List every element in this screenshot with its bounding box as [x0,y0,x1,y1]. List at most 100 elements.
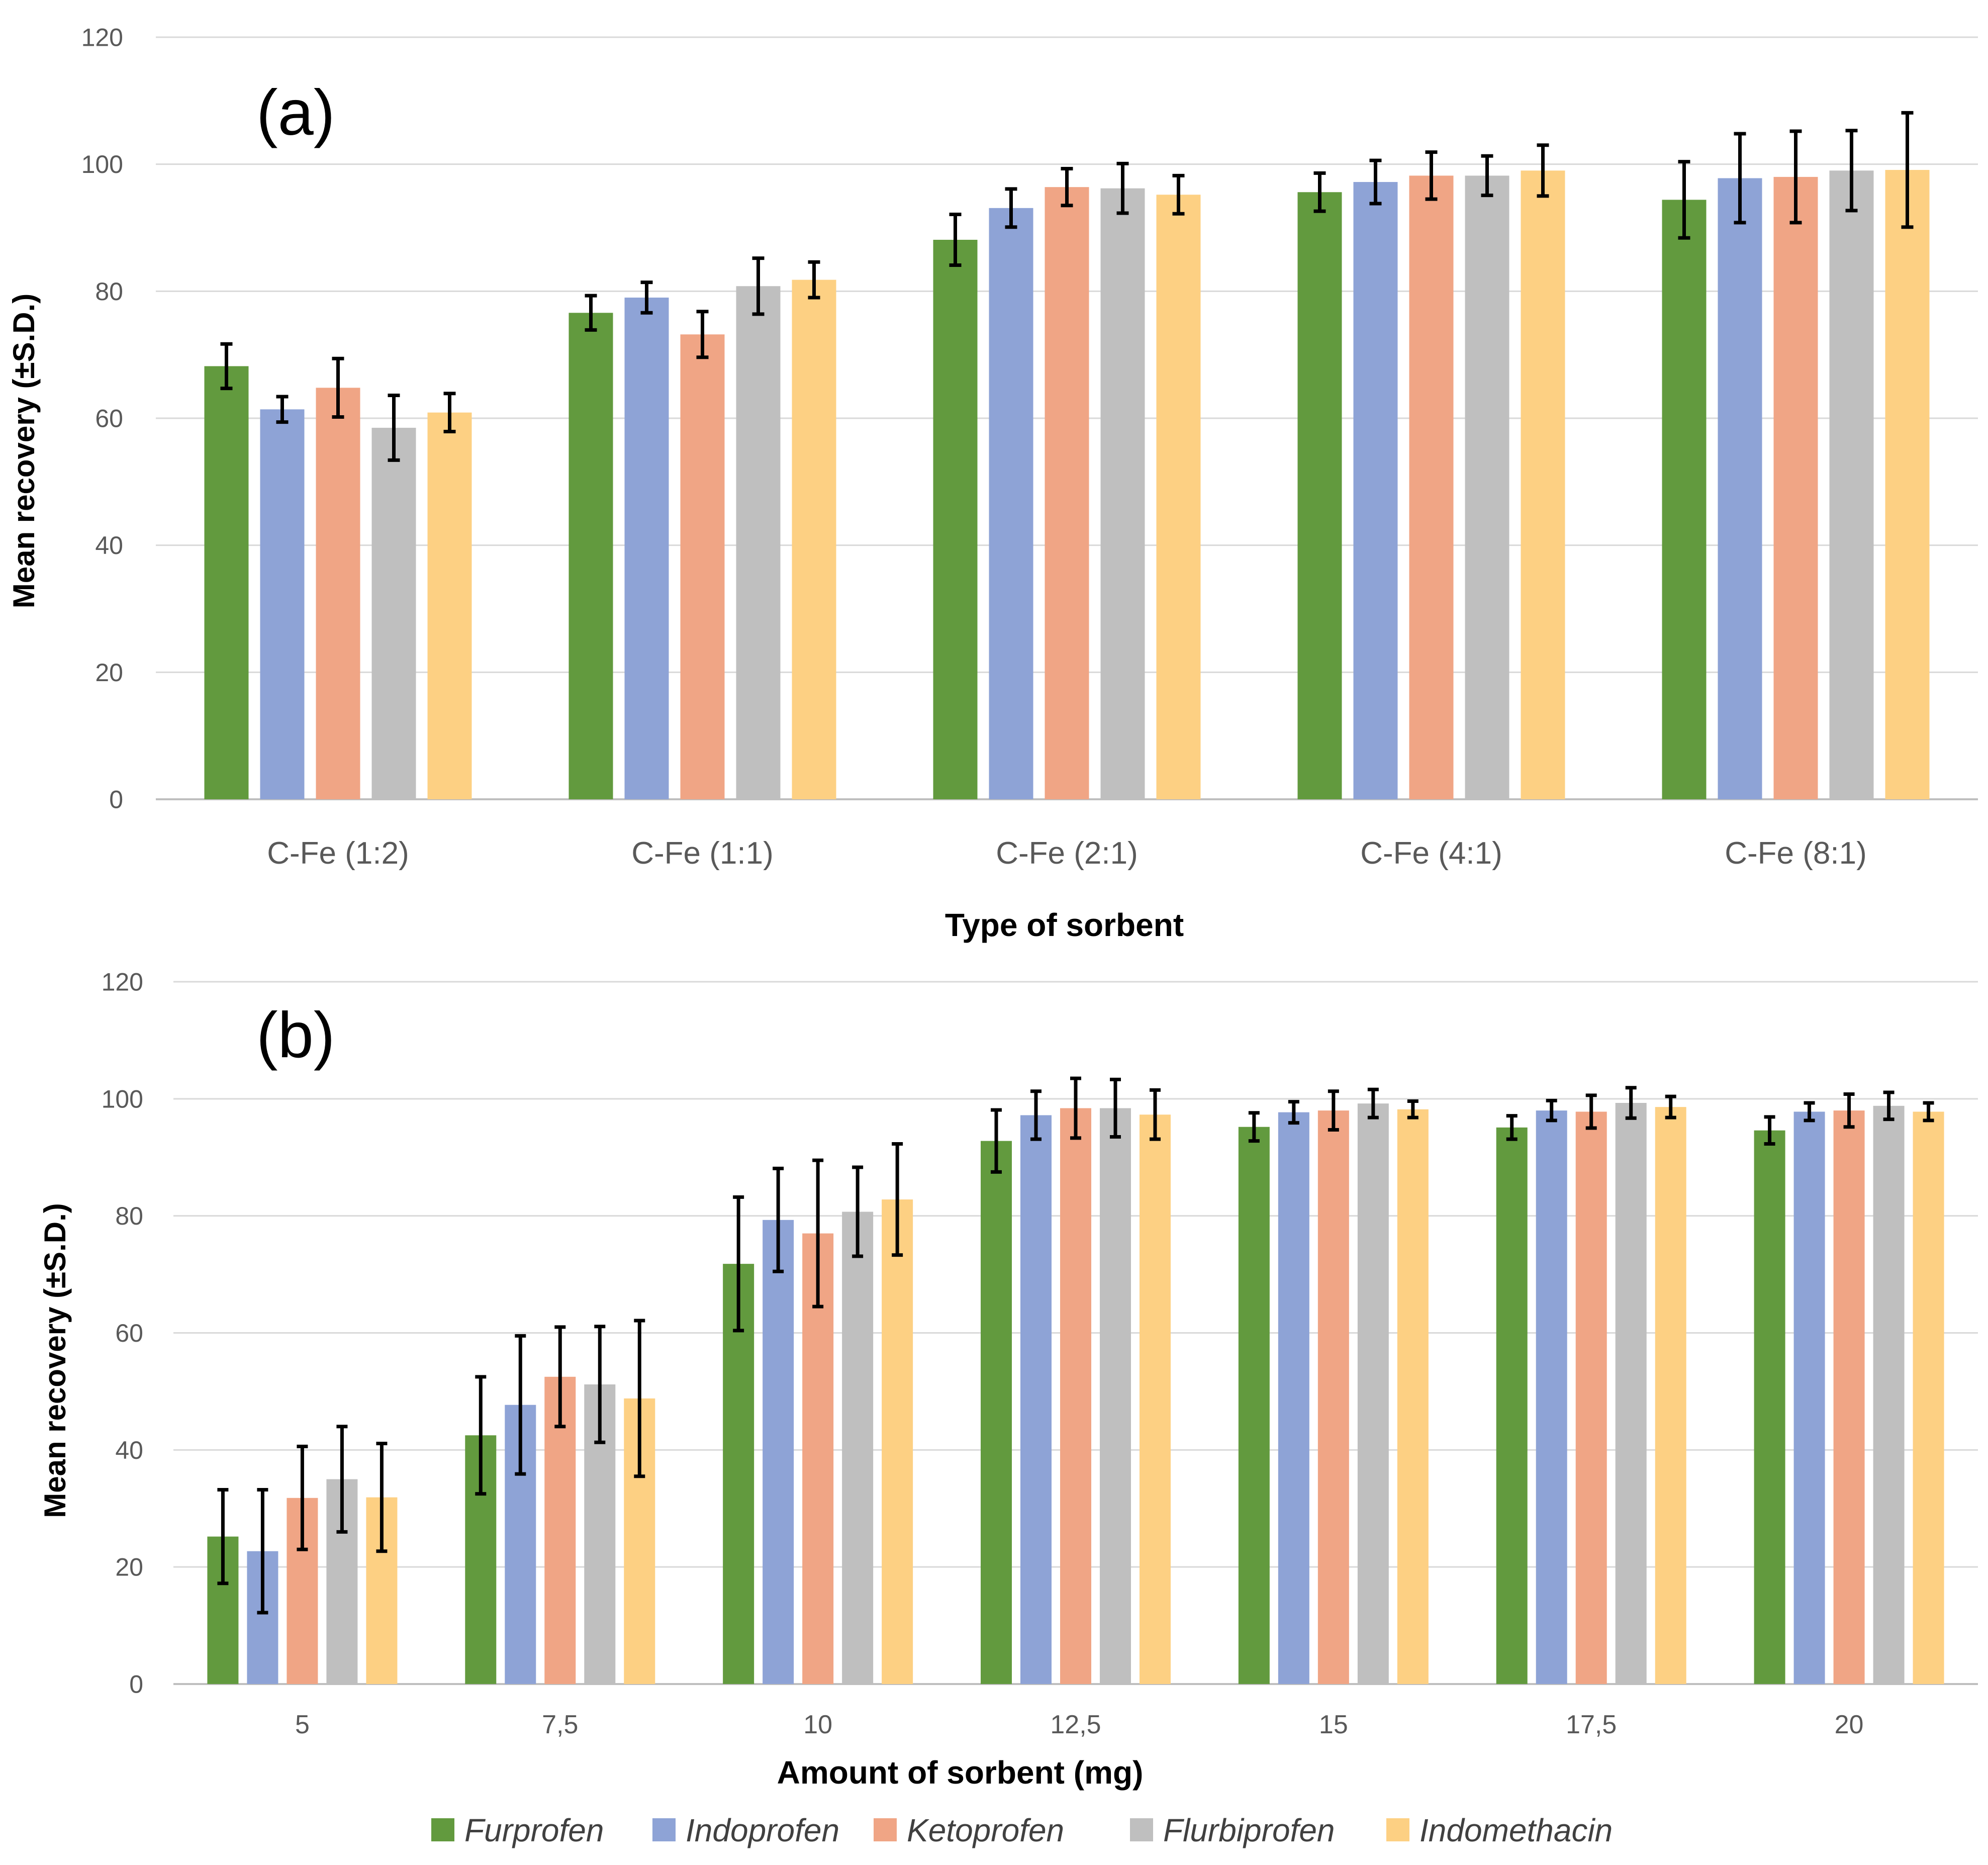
y-tick-label: 20 [115,1553,143,1581]
bar-indoprofen-b-4 [1278,1112,1309,1684]
error-bar-ketoprofen-a-4 [1789,129,1802,225]
error-bar-indomethacin-b-1 [634,1319,645,1478]
error-bar-flurbiprofen-b-1 [594,1325,606,1444]
bar-ketoprofen-a-0 [316,388,360,799]
error-bar-furprofen-a-1 [585,294,597,332]
bar-ketoprofen-a-2 [1045,187,1089,799]
error-bar-ketoprofen-a-0 [332,356,344,419]
legend-item-flurbiprofen: Flurbiprofen [1130,1812,1335,1848]
error-bar-flurbiprofen-a-1 [752,256,765,316]
y-tick-label: 80 [115,1202,143,1230]
y-tick-label: 20 [95,659,123,687]
error-bar-furprofen-b-5 [1506,1114,1518,1141]
error-bar-ketoprofen-a-2 [1061,167,1073,208]
error-bar-furprofen-b-0 [217,1487,229,1586]
x-axis-title: Amount of sorbent (mg) [777,1754,1144,1791]
error-bar-indomethacin-a-1 [808,260,820,300]
bar-flurbiprofen-b-5 [1615,1102,1647,1684]
error-bar-ketoprofen-a-1 [696,310,709,359]
error-bar-ketoprofen-b-0 [297,1444,308,1551]
error-bar-furprofen-a-4 [1678,160,1690,240]
legend-swatch [1386,1818,1409,1841]
legend-swatch [431,1818,454,1841]
bar-indomethacin-b-6 [1913,1111,1944,1684]
bar-flurbiprofen-a-1 [736,286,781,799]
error-bar-ketoprofen-b-2 [812,1158,824,1309]
bar-indoprofen-b-2 [763,1220,794,1684]
x-tick-label: C-Fe (1:1) [631,836,773,871]
y-tick-label: 0 [129,1670,143,1699]
bar-furprofen-b-2 [723,1264,754,1684]
bar-indoprofen-a-1 [624,297,669,799]
x-tick-label: C-Fe (8:1) [1725,836,1866,871]
bar-indomethacin-b-2 [882,1199,913,1684]
error-bar-indomethacin-a-2 [1172,173,1185,216]
legend-label: Ketoprofen [907,1812,1064,1848]
y-tick-label: 40 [115,1436,143,1464]
error-bar-indomethacin-a-4 [1901,111,1914,229]
x-tick-label: 7,5 [542,1710,578,1739]
error-bar-indomethacin-b-2 [892,1142,903,1257]
error-bar-ketoprofen-b-6 [1843,1092,1855,1129]
bar-furprofen-b-3 [981,1141,1012,1684]
bar-indomethacin-b-5 [1655,1107,1686,1684]
error-bar-furprofen-b-2 [733,1195,744,1333]
legend-label: Indoprofen [686,1812,839,1848]
bar-indomethacin-a-1 [792,279,836,800]
y-tick-label: 0 [109,786,123,814]
legend-swatch [1130,1818,1153,1841]
x-tick-label: C-Fe (1:2) [267,836,409,871]
bar-flurbiprofen-b-4 [1357,1103,1389,1684]
error-bar-indomethacin-a-3 [1537,143,1549,198]
bar-indomethacin-a-2 [1156,195,1201,800]
y-tick-label: 60 [115,1319,143,1347]
legend-swatch [652,1818,676,1841]
error-bar-furprofen-a-2 [949,212,962,267]
bar-furprofen-a-1 [569,313,613,799]
bar-furprofen-a-2 [933,240,978,800]
bar-furprofen-b-6 [1754,1130,1785,1684]
x-tick-label: 12,5 [1050,1710,1101,1739]
bar-indoprofen-a-4 [1718,178,1762,800]
x-tick-label: 15 [1319,1710,1348,1739]
bar-ketoprofen-a-1 [680,334,725,799]
bar-indomethacin-a-0 [427,412,472,799]
error-bar-ketoprofen-b-1 [554,1325,566,1429]
error-bar-indomethacin-b-4 [1407,1099,1418,1120]
legend-swatch [874,1818,897,1841]
bar-ketoprofen-b-3 [1060,1108,1091,1684]
error-bar-flurbiprofen-b-4 [1367,1087,1379,1120]
error-bar-indoprofen-b-1 [515,1334,526,1476]
bar-flurbiprofen-b-3 [1100,1108,1131,1684]
legend-item-indomethacin: Indomethacin [1386,1812,1613,1848]
bar-flurbiprofen-b-2 [842,1211,874,1684]
bar-indomethacin-b-4 [1397,1109,1429,1684]
y-tick-label: 120 [81,24,123,52]
bar-flurbiprofen-a-2 [1100,188,1145,799]
bar-indoprofen-a-0 [260,409,305,799]
error-bar-indomethacin-a-0 [443,392,456,434]
error-bar-ketoprofen-b-4 [1328,1089,1339,1132]
error-bar-furprofen-b-4 [1248,1111,1260,1143]
error-bar-indomethacin-b-6 [1923,1101,1934,1123]
error-bar-indoprofen-a-0 [276,395,289,424]
error-bar-ketoprofen-b-3 [1070,1076,1081,1140]
error-bar-indomethacin-b-5 [1665,1094,1676,1120]
error-bar-furprofen-a-3 [1313,171,1326,213]
bar-flurbiprofen-a-3 [1465,175,1509,799]
y-tick-label: 100 [102,1085,143,1113]
bar-ketoprofen-b-5 [1575,1111,1607,1684]
error-bar-flurbiprofen-a-3 [1481,154,1493,198]
bar-furprofen-a-0 [204,366,249,799]
y-tick-label: 80 [95,277,123,306]
error-bar-flurbiprofen-a-0 [388,394,400,462]
x-tick-label: C-Fe (2:1) [996,836,1138,871]
error-bar-indomethacin-b-3 [1150,1088,1161,1141]
error-bar-furprofen-b-1 [475,1375,487,1496]
error-bar-indoprofen-b-4 [1288,1100,1299,1125]
bar-ketoprofen-a-3 [1409,175,1454,799]
error-bar-indoprofen-a-3 [1369,158,1382,206]
error-bar-flurbiprofen-b-0 [336,1425,348,1534]
bar-furprofen-a-3 [1297,192,1342,800]
